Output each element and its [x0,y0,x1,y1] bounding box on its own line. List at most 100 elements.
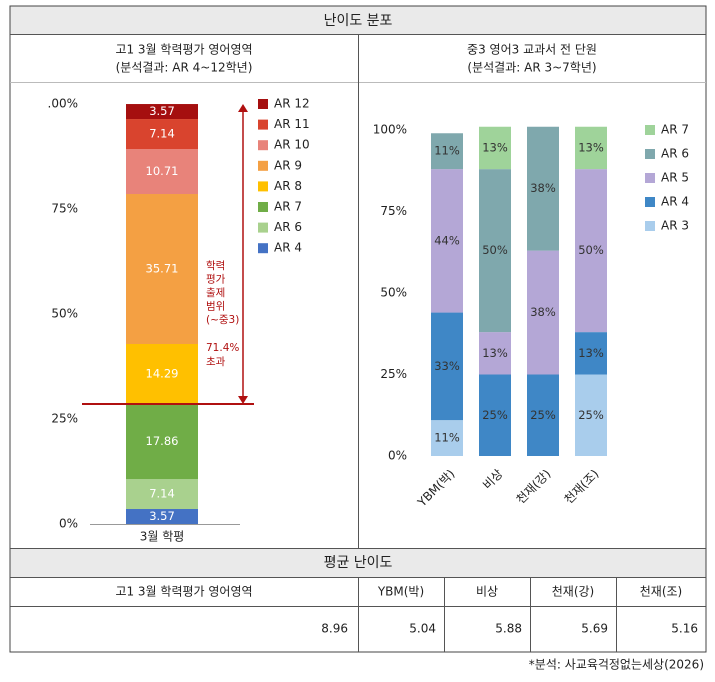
legend-swatch [645,125,655,135]
bar-segment [479,169,511,333]
bar-segment [479,332,511,375]
table-title: 평균 난이도 [324,555,393,571]
legend-label: AR 12 [274,97,310,111]
legend-label: AR 7 [661,123,689,137]
column-header: 천재(강) [552,584,594,599]
annotation: (~중3) [206,314,239,326]
data-label: 17.86 [146,434,179,448]
bar-segment [527,126,559,251]
legend-swatch [645,221,655,231]
legend-label: AR 5 [661,171,689,185]
data-label: 7.14 [149,127,175,141]
x-tick-label: 천재(강) [513,466,554,507]
y-tick-label: 50% [380,286,407,300]
data-label: 11% [434,144,460,158]
data-label: 13% [482,140,508,154]
arrow-head [238,396,248,405]
bar-segment [479,374,511,456]
legend-swatch [645,149,655,159]
bar-segment [431,420,463,456]
legend-swatch [258,160,268,171]
data-label: 25% [482,408,508,422]
legend-label: AR 8 [274,179,302,193]
panel-subtitle: (분석결과: AR 3~7학년) [467,61,596,75]
annotation: 평가 [206,274,226,286]
source: *분석: 사교육걱정없는세상(2026) [529,658,704,672]
legend-label: AR 6 [274,220,302,234]
bar-segment [126,404,198,480]
y-tick-label: 50% [51,307,78,321]
data-label: 7.14 [149,487,175,501]
legend-label: AR 7 [274,200,302,214]
bar-segment [126,194,198,344]
bar-segment [126,104,198,120]
x-tick-label: 천재(조) [561,466,602,507]
x-tick-label: 3월 학평 [140,530,185,544]
bar-segment [126,119,198,150]
y-tick-label: 75% [51,202,78,216]
bar-segment [126,343,198,405]
y-tick-label: 75% [380,204,407,218]
y-tick-label: 0% [388,449,407,463]
data-label: 14.29 [146,366,179,380]
panel-title: 중3 영어3 교과서 전 단원 [467,43,597,57]
table-cell: 5.69 [581,622,608,636]
data-label: 13% [578,346,604,360]
bar-segment [527,250,559,375]
table-cell: 8.96 [321,622,348,636]
x-tick-label: YBM(박) [414,467,457,510]
data-label: 25% [530,408,556,422]
legend-label: AR 9 [274,158,302,172]
data-label: 50% [578,243,604,257]
legend-swatch [258,222,268,233]
x-tick-label: 비상 [480,467,506,493]
bar-segment [431,133,463,170]
legend-label: AR 10 [274,138,310,152]
table-cell: 5.16 [671,622,698,636]
column-header: 천재(조) [640,584,682,599]
panel-subtitle: (분석결과: AR 4~12학년) [116,61,253,75]
legend-label: AR 6 [661,147,689,161]
legend-label: AR 4 [661,195,689,209]
data-label: 38% [530,305,556,319]
y-tick-label: 25% [51,412,78,426]
frame [9,5,707,653]
data-label: 13% [482,346,508,360]
legend-swatch [258,99,268,109]
data-label: 35.71 [146,261,179,275]
column-header: 고1 3월 학력평가 영어영역 [115,585,252,599]
arrow-head [238,104,248,112]
legend-swatch [645,173,655,183]
data-label: 25% [578,408,604,422]
bar-segment [575,126,607,170]
bar-segment [126,509,198,524]
column-header: YBM(박) [377,585,424,599]
y-tick-label: .00% [48,97,79,111]
bar-segment [126,149,198,195]
data-label: 10.71 [146,164,179,178]
column-header: 비상 [476,585,498,599]
data-label: 13% [578,140,604,154]
y-tick-label: 0% [59,517,78,531]
bar-segment [527,374,559,456]
legend-swatch [258,119,268,130]
legend-label: AR 4 [274,241,302,255]
bar-segment [431,169,463,313]
bar-segment [431,312,463,421]
table-cell: 5.04 [409,622,436,636]
annotation: 범위 [206,300,225,313]
legend-swatch [258,202,268,212]
annotation: 초과 [206,356,226,368]
table-cell: 5.88 [495,622,522,636]
bar-segment [575,169,607,333]
data-label: 3.57 [149,104,175,118]
data-label: 11% [434,431,460,445]
y-tick-label: 100% [373,123,407,137]
legend-swatch [258,243,268,254]
header-title: 난이도 분포 [324,13,393,29]
bar-segment [575,374,607,456]
data-label: 38% [530,181,556,195]
annotation: 71.4% [206,342,239,354]
panel-title: 고1 3월 학력평가 영어영역 [115,43,252,57]
